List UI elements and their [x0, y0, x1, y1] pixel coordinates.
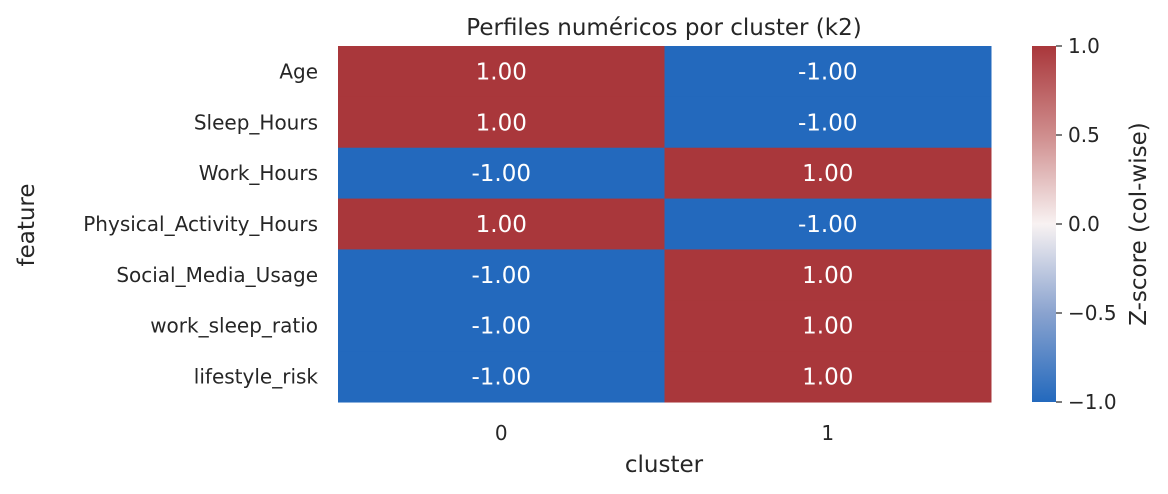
y-tick-label: Sleep_Hours [194, 110, 318, 134]
y-tick-label: lifestyle_risk [194, 365, 319, 389]
chart-title: Perfiles numéricos por cluster (k2) [466, 15, 861, 41]
heatmap-cell [664, 198, 992, 250]
cell-value-label: -1.00 [471, 314, 531, 340]
heatmap-cell [664, 351, 992, 403]
cell-value-label: -1.00 [471, 263, 531, 289]
heatmap-cell [338, 96, 665, 149]
heatmap-grid: 1.00 -1.00 1.00 -1.00 -1.00 1.00 1.00 -1.00 -1.0… [338, 46, 992, 403]
x-axis-label: cluster [625, 452, 704, 478]
heatmap-cell [338, 147, 665, 200]
colorbar-label: Z-score (col-wise) [1126, 122, 1152, 325]
cell-value-label: 1.00 [802, 314, 853, 340]
heatmap-cell [664, 46, 992, 98]
cell-value-label: 1.00 [802, 365, 853, 391]
cell-value-label: -1.00 [798, 212, 858, 238]
heatmap-cell [664, 147, 992, 200]
y-tick-label: Work_Hours [199, 161, 318, 185]
heatmap-cell [338, 351, 665, 403]
x-tick-label: 0 [495, 421, 508, 445]
heatmap-cell [664, 249, 992, 301]
heatmap-cell [338, 300, 665, 352]
cell-value-label: 1.00 [476, 212, 527, 238]
heatmap-cell [664, 96, 992, 149]
cell-value-label: -1.00 [471, 365, 531, 391]
cell-value-label: 1.00 [802, 263, 853, 289]
colorbar-tick-label: 0.5 [1068, 123, 1100, 147]
heatmap-cell [338, 198, 665, 250]
y-tick-label: work_sleep_ratio [150, 314, 318, 338]
colorbar-tick-label: 1.0 [1068, 34, 1100, 58]
y-axis-label: feature [14, 183, 40, 266]
cell-value-label: 1.00 [476, 110, 527, 136]
y-tick-labels: Age Sleep_Hours Work_Hours Physical_Activit… [83, 59, 318, 388]
cell-value-label: 1.00 [476, 59, 527, 85]
colorbar-tick-label: −1.0 [1068, 390, 1117, 414]
colorbar-tick-label: −0.5 [1068, 301, 1117, 325]
colorbar-ticks: 1.0 0.5 0.0 −0.5 −1.0 [1056, 34, 1117, 414]
heatmap-cell [338, 249, 665, 301]
colorbar [1032, 46, 1056, 402]
cell-value-label: -1.00 [798, 110, 858, 136]
heatmap-cell [664, 300, 992, 352]
x-tick-label: 1 [821, 421, 834, 445]
y-tick-label: Age [279, 59, 318, 83]
y-tick-label: Social_Media_Usage [116, 263, 318, 287]
cell-value-label: 1.00 [802, 161, 853, 187]
cell-value-label: -1.00 [798, 59, 858, 85]
cell-value-label: -1.00 [471, 161, 531, 187]
heatmap-cell [338, 46, 665, 98]
y-tick-label: Physical_Activity_Hours [83, 212, 318, 236]
colorbar-tick-label: 0.0 [1068, 212, 1100, 236]
